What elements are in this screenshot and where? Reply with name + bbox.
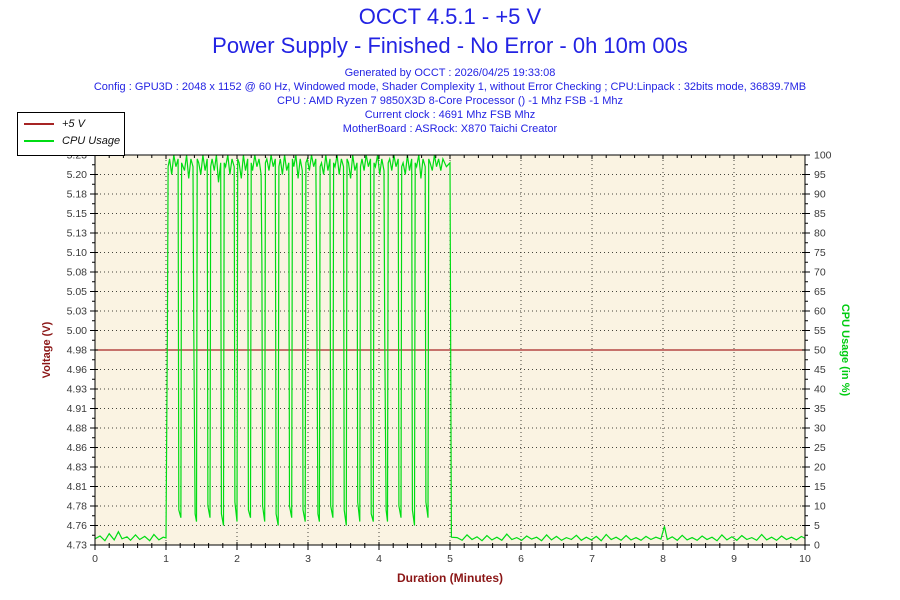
- legend-label-cpu: CPU Usage: [62, 134, 121, 147]
- y-left-tick-label: 5.00: [67, 325, 88, 337]
- y-right-tick-label: 20: [814, 462, 826, 474]
- y-right-tick-label: 85: [814, 208, 826, 220]
- x-tick-label: 5: [447, 553, 453, 565]
- y-axis-title-voltage: Voltage (V): [41, 321, 53, 379]
- y-right-tick-label: 80: [814, 228, 826, 240]
- y-right-tick-label: 60: [814, 306, 826, 318]
- y-left-tick-label: 4.98: [67, 345, 88, 357]
- y-left-tick-label: 4.91: [67, 403, 88, 415]
- y-right-tick-label: 95: [814, 169, 826, 181]
- cpu-line: CPU : AMD Ryzen 7 9850X3D 8-Core Process…: [277, 95, 623, 107]
- config-line: Config : GPU3D : 2048 x 1152 @ 60 Hz, Wi…: [93, 81, 807, 93]
- report-title: OCCT 4.5.1 - +5 V: [358, 4, 542, 29]
- cpu-line-swatch: [24, 139, 54, 142]
- y-right-tick-label: 35: [814, 403, 826, 415]
- y-left-tick-label: 4.88: [67, 423, 88, 435]
- y-right-tick-label: 40: [814, 384, 826, 396]
- y-right-tick-label: 25: [814, 442, 826, 454]
- y-left-tick-label: 4.93: [67, 384, 88, 396]
- current-clock-line: Current clock : 4691 Mhz FSB Mhz: [364, 109, 536, 121]
- y-left-tick-label: 5.03: [67, 306, 88, 318]
- y-left-tick-label: 5.08: [67, 267, 88, 279]
- x-tick-label: 10: [799, 553, 811, 565]
- y-right-tick-label: 90: [814, 189, 826, 201]
- chart-legend: +5 V CPU Usage: [17, 112, 125, 156]
- y-right-tick-label: 15: [814, 481, 826, 493]
- y-axis-title-cpu-usage: CPU Usage (in %): [839, 303, 851, 397]
- y-right-tick-label: 10: [814, 501, 826, 513]
- y-left-tick-label: 4.76: [67, 520, 88, 532]
- y-right-tick-label: 30: [814, 423, 826, 435]
- y-left-tick-label: 4.83: [67, 462, 88, 474]
- report-subtitle: Power Supply - Finished - No Error - 0h …: [212, 33, 688, 58]
- x-tick-label: 3: [305, 553, 311, 565]
- y-right-tick-label: 75: [814, 247, 826, 259]
- y-left-tick-label: 4.73: [67, 540, 88, 552]
- y-left-tick-label: 5.20: [67, 169, 88, 181]
- x-tick-label: 9: [731, 553, 737, 565]
- y-left-tick-label: 4.86: [67, 442, 88, 454]
- x-tick-label: 6: [518, 553, 524, 565]
- x-tick-label: 4: [376, 553, 382, 565]
- legend-item-cpu: CPU Usage: [18, 132, 124, 149]
- y-right-tick-label: 65: [814, 286, 826, 298]
- x-tick-label: 0: [92, 553, 98, 565]
- x-axis-title-duration: Duration (Minutes): [397, 571, 503, 585]
- y-right-tick-label: 70: [814, 267, 826, 279]
- generated-by-line: Generated by OCCT : 2026/04/25 19:33:08: [344, 67, 556, 79]
- y-left-tick-label: 4.96: [67, 364, 88, 376]
- y-right-tick-label: 55: [814, 325, 826, 337]
- y-left-tick-label: 5.18: [67, 189, 88, 201]
- y-left-tick-label: 5.05: [67, 286, 88, 298]
- y-right-tick-label: 45: [814, 364, 826, 376]
- x-tick-label: 1: [163, 553, 169, 565]
- y-right-tick-label: 100: [814, 150, 832, 162]
- y-right-tick-label: 50: [814, 345, 826, 357]
- x-tick-label: 8: [660, 553, 666, 565]
- y-left-tick-label: 5.10: [67, 247, 88, 259]
- motherboard-line: MotherBoard : ASRock: X870 Taichi Creato…: [342, 123, 558, 135]
- y-right-tick-label: 5: [814, 520, 820, 532]
- y-left-tick-label: 4.78: [67, 501, 88, 513]
- voltage-line-swatch: [24, 122, 54, 125]
- x-tick-label: 7: [589, 553, 595, 565]
- y-left-tick-label: 4.81: [67, 481, 88, 493]
- y-left-tick-label: 5.15: [67, 208, 88, 220]
- legend-label-voltage: +5 V: [62, 117, 85, 130]
- x-tick-label: 2: [234, 553, 240, 565]
- legend-item-voltage: +5 V: [18, 115, 124, 132]
- y-right-tick-label: 0: [814, 540, 820, 552]
- y-left-tick-label: 5.13: [67, 228, 88, 240]
